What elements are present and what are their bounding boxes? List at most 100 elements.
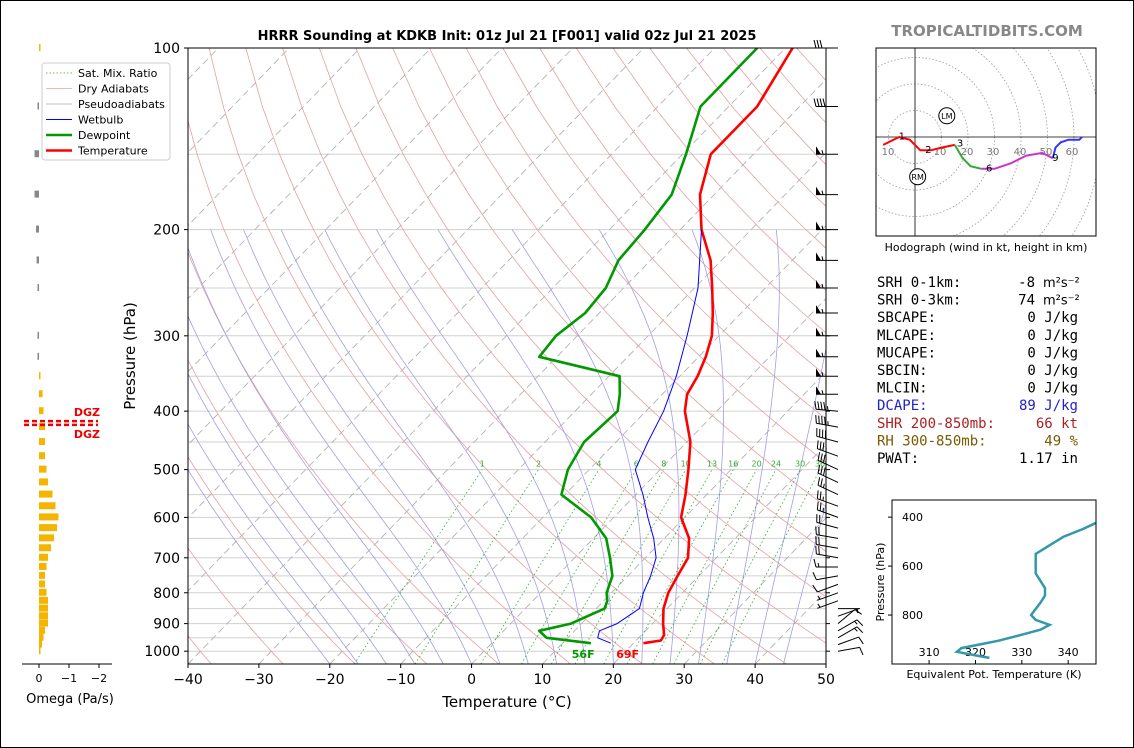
pseudoadiabat: [188, 468, 331, 664]
omega-bar: [39, 534, 54, 542]
wind-barb: [837, 619, 864, 632]
mixing-ratio-label: 8: [661, 460, 666, 469]
omega-bar: [39, 465, 47, 473]
param-label: SRH 0-1km:: [877, 275, 961, 291]
param-value: 0 J/kg: [1027, 363, 1078, 379]
param-label: SHR 200-850mb:: [877, 416, 995, 432]
omega-bar: [37, 102, 39, 110]
pseudoadiabat: [511, 229, 644, 664]
barb-half: [823, 483, 825, 488]
wind-barb: [816, 490, 839, 507]
wind-barb: [817, 600, 839, 609]
dry-adiabat: [392, 48, 826, 552]
isotherm-line: [188, 48, 503, 373]
barb-full: [822, 98, 826, 107]
param-value: 0 J/kg: [1027, 381, 1078, 397]
param-value: -8: [1018, 275, 1035, 291]
dry-adiabat: [208, 48, 643, 664]
param-label: RH 300-850mb:: [877, 433, 987, 449]
isotherm-line: [683, 517, 826, 664]
barb-shaft: [837, 619, 858, 632]
omega-bar: [39, 438, 45, 446]
barb-shaft: [817, 509, 839, 518]
theta-e-clip: [954, 521, 1096, 660]
x-tick-label: −20: [315, 672, 345, 688]
barb-shaft: [816, 408, 839, 412]
wind-barb: [816, 440, 839, 457]
barb-half: [821, 225, 824, 230]
barb-full: [823, 454, 826, 463]
barb-full: [820, 401, 823, 410]
wind-barb: [812, 583, 839, 593]
barb-half: [826, 406, 829, 411]
hodo-motion-label: LM: [941, 112, 952, 121]
mixing-ratio-line: [480, 469, 600, 664]
barb-full: [818, 526, 820, 536]
barb-shaft: [817, 472, 839, 483]
mixing-ratio-label: 24: [771, 460, 781, 469]
wind-barb: [815, 545, 839, 559]
omega-bar: [39, 513, 59, 521]
barb-full: [824, 416, 826, 425]
hodo-height-label: 9: [1052, 153, 1058, 164]
barb-full: [819, 98, 823, 107]
param-value: 89 J/kg: [1019, 398, 1078, 414]
barb-flag: [816, 221, 821, 230]
barb-full: [856, 619, 864, 627]
pseudoadiabat: [691, 229, 724, 664]
omega-bar: [39, 626, 45, 634]
mixing-ratio-line: [521, 469, 637, 664]
isotherm-line: [825, 663, 826, 664]
param-value: 0 J/kg: [1027, 328, 1078, 344]
barb-half: [821, 256, 824, 261]
legend-label: Dry Adiabats: [78, 83, 149, 96]
barb-half: [854, 627, 858, 632]
param-label: DCAPE:: [877, 398, 928, 414]
param-unit: m²s⁻²: [1043, 276, 1080, 291]
dgz-label: DGZ: [74, 406, 100, 419]
wind-barb: [815, 536, 839, 549]
wind-barb: [837, 646, 864, 656]
barb-full: [823, 401, 826, 411]
y-tick-label: 1000: [144, 644, 180, 660]
wind-barb: [817, 464, 839, 483]
barb-shaft: [816, 534, 839, 539]
omega-bar: [39, 619, 48, 627]
barb-flag: [816, 252, 821, 261]
isotherm-line: [0, 48, 6, 664]
wind-barb: [816, 305, 838, 314]
y-tick-label: 600: [153, 510, 180, 526]
wind-barb: [816, 348, 838, 358]
param-value: 49 %: [1044, 433, 1078, 449]
mixing-ratio-label: 13: [707, 460, 717, 469]
omega-bar: [39, 647, 41, 655]
surface-dewpoint-label: 56F: [572, 648, 595, 661]
wind-barb: [817, 592, 839, 601]
barb-full: [812, 584, 818, 593]
hodo-height-label: 3: [957, 138, 963, 149]
param-value: 0 J/kg: [1027, 345, 1078, 361]
mixing-ratio-line: [603, 469, 713, 664]
theta-e-ylabel: Pressure (hPa): [874, 543, 887, 622]
hodo-ring-label: 40: [1014, 147, 1027, 158]
barb-full: [820, 478, 823, 487]
dry-adiabat: [355, 48, 826, 598]
barb-shaft: [816, 521, 839, 529]
omega-bar: [39, 44, 41, 51]
barb-shaft: [837, 609, 856, 624]
barb-flag: [816, 186, 821, 195]
wind-barb: [816, 327, 838, 337]
barb-full: [814, 401, 817, 410]
isotherm-line: [188, 48, 715, 592]
param-value: 66 kt: [1036, 416, 1078, 432]
pseudoadiabat: [188, 423, 359, 664]
param-value: 0 J/kg: [1027, 310, 1078, 326]
mixing-ratio-label: 1: [480, 460, 485, 469]
hodo-height-label: 1: [899, 132, 905, 143]
barb-full: [819, 441, 822, 450]
wind-barb: [813, 39, 838, 49]
hodo-segment: [981, 151, 1054, 170]
barb-shaft: [817, 583, 839, 593]
pseudoadiabat: [280, 229, 529, 664]
